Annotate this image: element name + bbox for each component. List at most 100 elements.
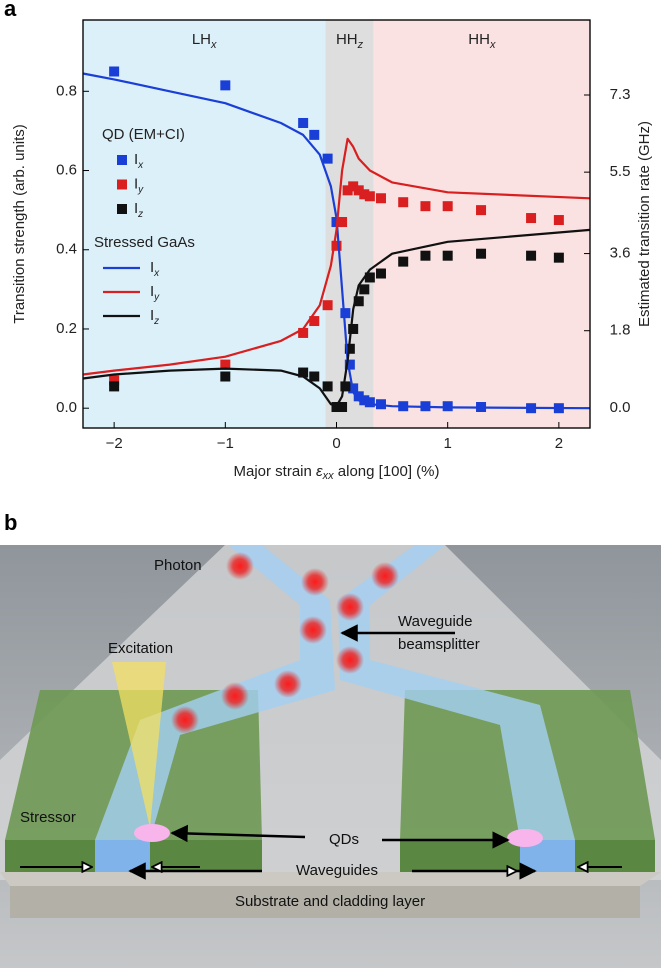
waveguide-front	[95, 840, 150, 872]
legend-marker	[117, 155, 127, 165]
legend-name: I	[134, 175, 138, 192]
region-label: LHx	[192, 31, 217, 51]
legend-subscript: y	[153, 292, 160, 303]
data-point	[309, 371, 320, 382]
data-point	[348, 181, 359, 192]
legend-label: Ix	[134, 151, 144, 171]
legend-marker	[117, 179, 127, 190]
data-point	[298, 367, 309, 378]
label: Waveguides	[296, 862, 378, 879]
label: QDs	[329, 831, 359, 848]
data-point	[298, 327, 309, 338]
waveguide	[338, 545, 575, 840]
x-tick-label: 1	[444, 435, 452, 452]
panel-label: a	[4, 0, 17, 21]
data-point	[375, 193, 386, 204]
data-point	[322, 381, 333, 392]
label: Waveguide	[398, 613, 473, 630]
label: Stressor	[20, 809, 76, 826]
label: beamsplitter	[398, 636, 480, 653]
photon	[299, 616, 327, 644]
y2-axis-label: Estimated transition rate (GHz)	[636, 121, 653, 327]
arrow	[170, 824, 306, 843]
legend-label: Iz	[150, 307, 159, 327]
substrate-top	[0, 872, 661, 886]
data-point	[398, 197, 409, 208]
legend-name: I	[150, 307, 154, 324]
data-point	[375, 268, 386, 279]
y-tick-label: 0.2	[56, 320, 77, 337]
x-axis-label: Major strain εxx along [100] (%)	[233, 463, 439, 482]
data-point	[442, 250, 453, 261]
photon	[226, 552, 254, 580]
data-point	[340, 308, 351, 319]
region-name: LH	[192, 31, 211, 48]
data-point	[553, 252, 564, 263]
data-point	[109, 66, 120, 77]
region-label: HHx	[468, 31, 496, 51]
quantum-dot	[507, 829, 543, 847]
photon	[301, 568, 329, 596]
chart: LHx HHz HHx−2 −1 0 1 20.00.20.40.60.80.01.83.6…	[11, 19, 653, 482]
legend-label: Iy	[134, 175, 144, 195]
data-point	[353, 185, 364, 196]
x-axis-label-part: ε	[316, 463, 323, 480]
y2-tick-label: 5.5	[610, 163, 631, 180]
data-point	[322, 153, 333, 164]
data-point	[337, 217, 348, 228]
y2-tick-label: 0.0	[610, 399, 631, 416]
y2-tick-label: 1.8	[610, 322, 631, 339]
legend-label: Iy	[150, 283, 160, 303]
data-point	[109, 381, 120, 392]
x-tick-label: −2	[106, 435, 123, 452]
data-point	[298, 117, 309, 128]
data-line	[82, 137, 591, 376]
data-point	[309, 129, 320, 140]
data-point	[359, 395, 370, 406]
y2-tick-label: 7.3	[610, 86, 631, 103]
data-point	[398, 256, 409, 267]
data-point	[220, 80, 231, 91]
data-point	[331, 240, 342, 251]
label: Excitation	[108, 640, 173, 657]
legend-subscript: y	[137, 184, 144, 195]
region-subscript: x	[210, 39, 217, 51]
region-subscript: x	[489, 39, 496, 51]
data-point	[476, 205, 487, 216]
legend-name: I	[134, 200, 138, 217]
legend-name: I	[134, 151, 138, 168]
data-point	[220, 371, 231, 382]
legend-label: Iz	[134, 200, 143, 220]
data-point	[359, 284, 370, 295]
data-point	[420, 250, 431, 261]
data-point	[353, 296, 364, 307]
schematic: Photon Waveguide beamsplitter Excitation…	[0, 545, 661, 968]
region-label: HHz	[336, 31, 364, 51]
data-point	[322, 300, 333, 311]
data-point	[337, 402, 348, 413]
excitation-beam	[112, 662, 166, 828]
data-point	[109, 375, 120, 386]
data-point	[348, 323, 359, 334]
region-name: HH	[468, 31, 490, 48]
data-point	[309, 316, 320, 327]
data-point	[476, 248, 487, 259]
x-tick-label: 0	[332, 435, 340, 452]
data-point	[420, 201, 431, 212]
substrate	[10, 886, 640, 918]
data-point	[344, 359, 355, 370]
legend-name: I	[150, 283, 154, 300]
y-axis-label: Transition strength (arb. units)	[11, 124, 28, 324]
photons	[171, 552, 399, 734]
legend-name: I	[150, 259, 154, 276]
legend-subscript: z	[153, 316, 159, 327]
data-point	[364, 397, 375, 408]
data-point	[364, 191, 375, 202]
label: Photon	[154, 557, 202, 574]
photon	[274, 670, 302, 698]
panel-label: b	[4, 510, 17, 535]
region-name: HH	[336, 31, 358, 48]
data-point	[353, 391, 364, 402]
data-point	[359, 189, 370, 200]
photon	[371, 562, 399, 590]
